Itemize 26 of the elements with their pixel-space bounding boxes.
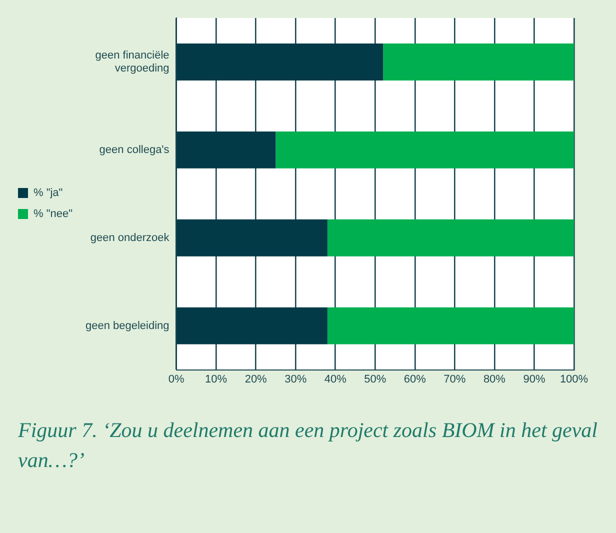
bar — [176, 131, 276, 168]
y-tick-label: geen onderzoek — [90, 232, 170, 244]
bar — [327, 307, 574, 344]
x-tick-label: 100% — [560, 373, 588, 386]
x-tick-label: 20% — [244, 373, 268, 386]
x-tick-label: 60% — [404, 373, 426, 386]
bar — [383, 44, 574, 80]
legend-label: % "nee" — [34, 208, 73, 220]
legend-label: % "ja" — [34, 187, 63, 200]
x-tick-label: 50% — [364, 373, 386, 386]
text: Figuur 7. ‘Zou u deelnemen aan een project zoals BIOM in het geval van…?’ — [18, 417, 598, 474]
x-tick-label: 40% — [324, 373, 347, 386]
x-tick-label: 80% — [483, 373, 506, 386]
y-tick-label: geen financiële vergoeding — [95, 49, 170, 75]
x-tick-label: 70% — [444, 373, 466, 386]
x-tick-label: 10% — [205, 373, 228, 386]
y-tick-label: geen begeleiding — [85, 320, 170, 332]
x-tick-label: 0% — [168, 373, 184, 386]
bar — [176, 307, 328, 344]
x-tick-label: 90% — [523, 373, 546, 386]
bar — [176, 44, 384, 80]
x-tick-label: 30% — [284, 373, 307, 386]
bar — [176, 219, 328, 256]
bar — [327, 219, 574, 256]
bar — [276, 131, 574, 168]
y-tick-label: geen collega's — [99, 144, 170, 156]
